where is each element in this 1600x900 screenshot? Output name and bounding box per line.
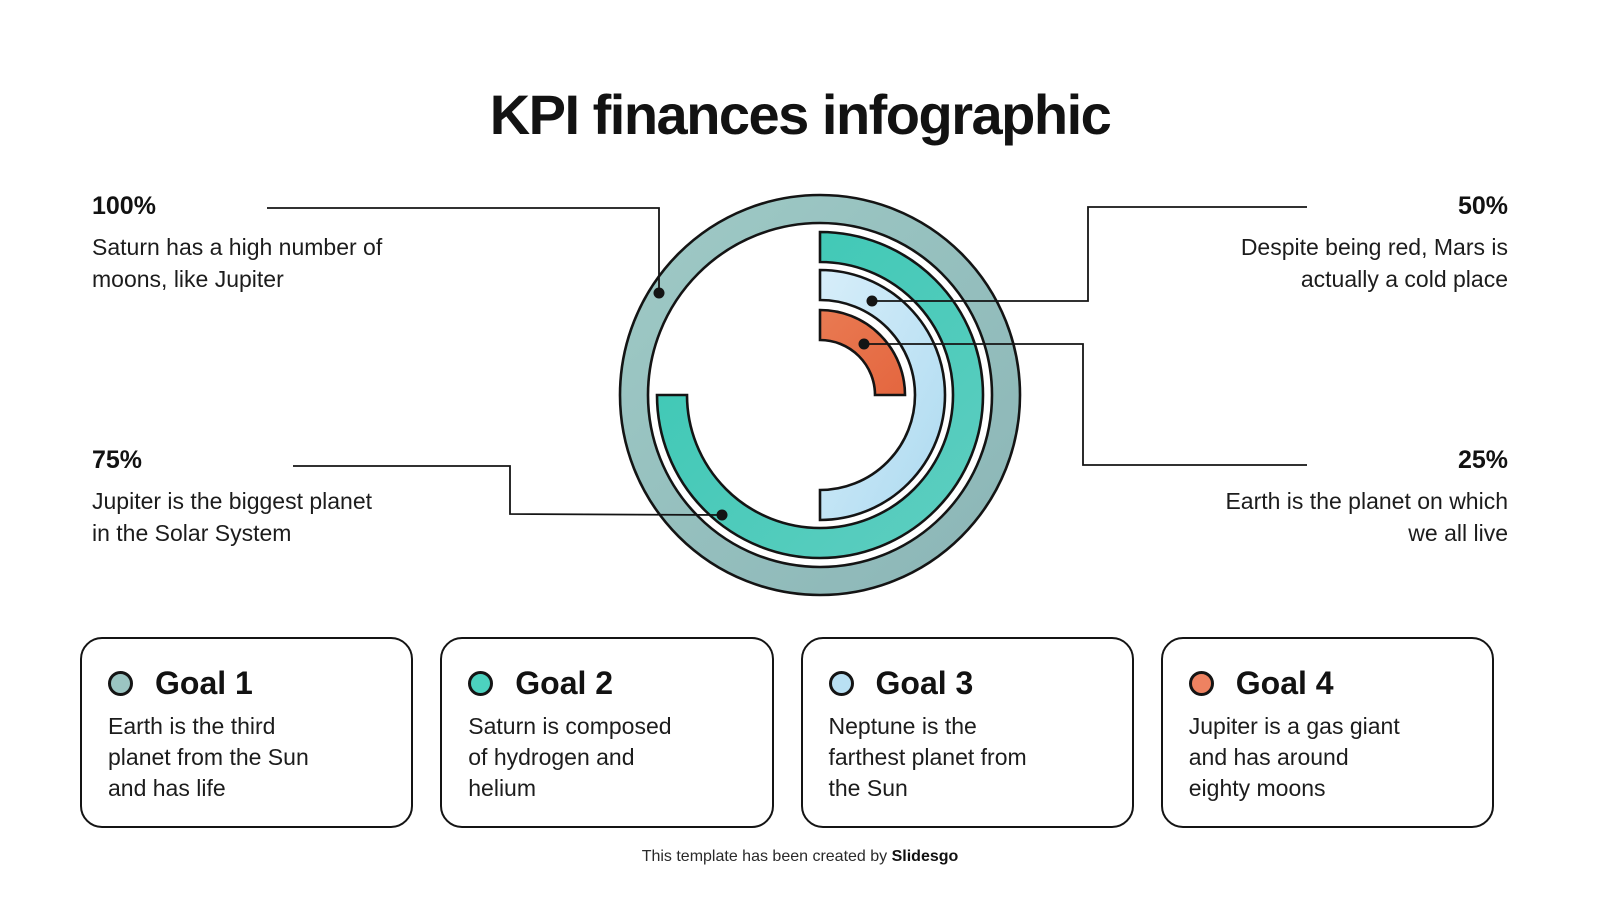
callout-50: 50% Despite being red, Mars is actually … [1088, 192, 1508, 295]
goal-cards-row: Goal 1 Earth is the third planet from th… [80, 637, 1494, 828]
ring-25 [818, 308, 907, 397]
goal-2-text: Saturn is composed of hydrogen and heliu… [468, 713, 672, 801]
callout-25-text: Earth is the planet on which we all live [1225, 488, 1508, 546]
callout-25-percent: 25% [1457, 446, 1508, 474]
callout-100-percent: 100% [92, 192, 156, 220]
ring-50 [818, 268, 947, 522]
footer-brand: Slidesgo [891, 848, 959, 865]
goal-1-title: Goal 1 [155, 665, 253, 701]
page-title: KPI finances infographic [489, 83, 1112, 146]
footer-credit: This template has been created by Slides… [0, 848, 1600, 866]
callout-50-text: Despite being red, Mars is actually a co… [1240, 234, 1508, 292]
goal-card-3-header: Goal 3 [828, 665, 1114, 702]
goal-2-dot-icon [468, 671, 494, 696]
callout-25: 25% Earth is the planet on which we all … [1088, 446, 1508, 549]
connector-75-dot-icon [716, 509, 728, 521]
goal-card-2: Goal 2 Saturn is composed of hydrogen an… [440, 637, 774, 828]
goal-3-title: Goal 3 [875, 665, 974, 701]
goal-3-text: Neptune is the farthest planet from the … [828, 713, 1027, 801]
ring-75 [655, 230, 985, 560]
goal-1-text: Earth is the third planet from the Sun a… [108, 713, 309, 801]
goal-card-1-header: Goal 1 [108, 665, 393, 702]
goal-4-title: Goal 4 [1235, 665, 1334, 701]
callout-75-percent: 75% [92, 446, 143, 474]
goal-card-3: Goal 3 Neptune is the farthest planet fr… [800, 637, 1134, 828]
goal-card-1: Goal 1 Earth is the third planet from th… [80, 637, 414, 828]
goal-card-4: Goal 4 Jupiter is a gas giant and has ar… [1160, 637, 1494, 828]
goal-card-4-header: Goal 4 [1188, 665, 1474, 702]
callout-75-text: Jupiter is the biggest planet in the Sol… [92, 488, 373, 546]
goal-2-title: Goal 2 [515, 665, 614, 701]
goal-1-dot-icon [108, 671, 133, 696]
callout-75: 75% Jupiter is the biggest planet in the… [92, 446, 512, 549]
goal-3-dot-icon [828, 671, 854, 696]
connector-100-line [267, 207, 660, 293]
connector-25-line [864, 343, 1307, 466]
callout-50-percent: 50% [1457, 192, 1508, 220]
connector-75-line [293, 465, 723, 516]
callout-100-text: Saturn has a high number of moons, like … [92, 234, 383, 292]
goal-4-dot-icon [1188, 671, 1214, 696]
callout-100: 100% Saturn has a high number of moons, … [92, 192, 512, 295]
connector-50-dot-icon [866, 295, 878, 307]
footer-credit-text: This template has been created by [641, 848, 892, 865]
connector-50-line [872, 206, 1307, 302]
goal-card-2-header: Goal 2 [468, 665, 753, 702]
connector-25-dot-icon [858, 338, 870, 350]
connector-100-dot-icon [653, 287, 665, 299]
goal-4-text: Jupiter is a gas giant and has around ei… [1188, 713, 1400, 801]
